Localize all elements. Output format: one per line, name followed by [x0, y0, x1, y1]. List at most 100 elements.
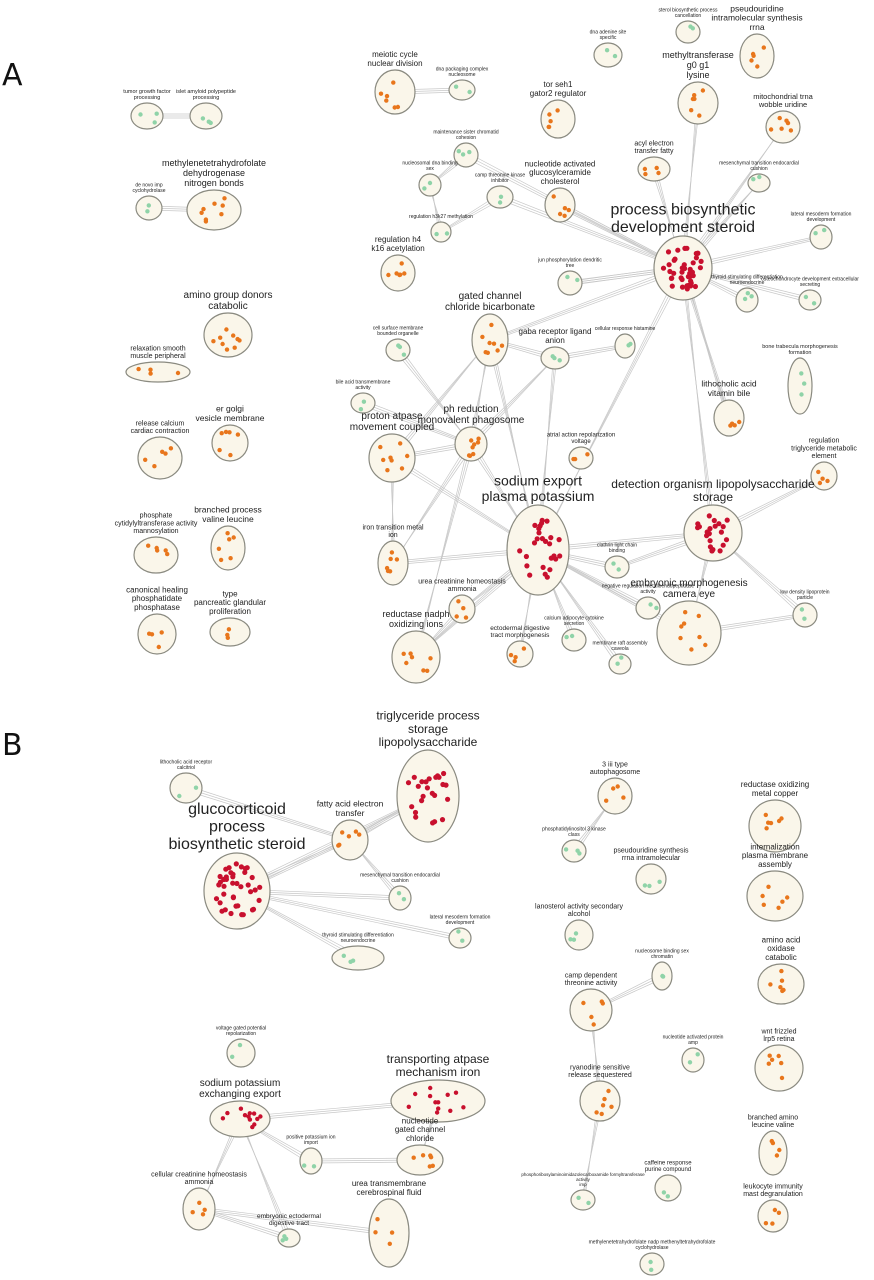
gene-node [430, 1163, 435, 1169]
cluster: lateral mesoderm formation development [791, 212, 852, 250]
gene-node [239, 912, 245, 918]
gene-node [463, 615, 469, 620]
gene-node [200, 116, 206, 121]
gene-node [675, 247, 681, 253]
gene-node [767, 1053, 772, 1058]
cluster-ellipse [635, 596, 661, 620]
gene-node [392, 105, 397, 110]
gene-node [660, 265, 667, 271]
gene-node [381, 457, 386, 463]
gene-node [476, 436, 481, 441]
gene-node [444, 231, 450, 236]
gene-node [642, 166, 648, 172]
gene-node [235, 432, 241, 437]
gene-node [146, 203, 151, 208]
gene-node [357, 832, 362, 837]
gene-node [401, 352, 407, 357]
edge [185, 787, 351, 841]
cluster: tumor growth factor processing [123, 89, 171, 130]
cluster-label: lanosterol activity secondary alcohol [535, 903, 623, 918]
cluster-label: cell surface membrane bounded organelle [373, 326, 424, 338]
gene-node [225, 531, 230, 536]
cluster-layer: tumor growth factor processing islet amylo… [115, 3, 859, 1276]
gene-node [470, 445, 475, 450]
cluster-label: detection organism lipopolysaccharide sto… [611, 477, 815, 504]
gene-node [755, 64, 760, 69]
gene-node [412, 809, 419, 816]
gene-node [761, 902, 766, 907]
gene-node [454, 614, 459, 619]
cluster-label: process biosynthetic development steroid [611, 201, 756, 236]
cluster: relaxation smooth muscle peripheral [125, 345, 191, 383]
gene-node [660, 973, 665, 979]
gene-node [557, 358, 562, 363]
gene-node [413, 1091, 418, 1097]
cluster-ellipse [757, 963, 805, 1005]
gene-node [413, 814, 419, 820]
cluster-ellipse [209, 1100, 271, 1138]
cluster-label: internalization plasma membrane assembly [742, 842, 809, 869]
cluster-ellipse [133, 536, 179, 574]
cluster-label: osteochondrocyte development extracellul… [761, 277, 859, 289]
cluster-ellipse [137, 613, 177, 655]
edge [489, 267, 684, 341]
gene-node [692, 283, 699, 290]
cluster: phosphoribosylaminoimidazolecarboxamide … [521, 1172, 645, 1211]
gene-node [817, 480, 823, 486]
cluster: methyltransferase g0 g1 lysine [662, 50, 734, 125]
cluster-label: membrane raft assembly caveola [592, 641, 648, 653]
gene-node [384, 98, 389, 103]
cluster: fatty acid electron transfer [317, 799, 384, 861]
gene-node [424, 785, 430, 791]
cluster-ellipse [765, 110, 801, 144]
cluster-label: phosphate cytidylyltransferase activity ma… [115, 513, 198, 535]
cluster: proton atpase movement coupled [350, 411, 434, 483]
cluster-label: bone trabecula morphogenesis formation [762, 344, 838, 356]
gene-node [706, 513, 712, 519]
gene-node [487, 340, 492, 346]
gene-node [689, 108, 694, 113]
gene-node [348, 959, 353, 964]
cluster: bile acid transmembrane activity [336, 380, 391, 414]
gene-node [426, 776, 432, 782]
gene-node [524, 563, 530, 569]
gene-node [717, 548, 723, 554]
cluster-label: regulation h4 k16 acetylation [371, 235, 424, 253]
cluster-label: atrial action repolarization voltage [547, 432, 615, 445]
gene-node [621, 795, 626, 800]
gene-node [569, 633, 575, 639]
gene-node [609, 1104, 614, 1110]
cluster: maintenance sister chromatid cohesion [433, 130, 499, 168]
cluster: glucocorticoid process biosynthetic steroi… [169, 801, 305, 930]
gene-node [373, 1230, 378, 1235]
gene-node [221, 891, 227, 897]
gene-node [575, 277, 580, 283]
cluster-ellipse [544, 187, 576, 223]
cluster-ellipse [792, 602, 818, 628]
gene-node [384, 93, 390, 99]
cluster-ellipse [798, 289, 822, 311]
cluster-label: sodium potassium exchanging export [199, 1078, 281, 1100]
gene-node [242, 865, 248, 872]
gene-node [563, 847, 569, 852]
gene-node [257, 884, 263, 890]
cluster-ellipse [331, 819, 369, 861]
gene-node [513, 655, 518, 660]
gene-node [566, 207, 571, 213]
gene-node [152, 120, 157, 125]
cluster: methylenetetrahydrofolate dehydrogenase ni… [162, 158, 266, 231]
gene-node [700, 88, 706, 93]
gene-node [591, 1022, 596, 1027]
cluster-label: er golgi vesicle membrane [196, 404, 265, 423]
cluster-ellipse [226, 1038, 256, 1068]
gene-node [378, 91, 384, 96]
cluster-ellipse [385, 338, 411, 362]
gene-node [227, 430, 232, 435]
gene-node [707, 538, 713, 544]
cluster-ellipse [182, 1187, 216, 1231]
gene-node [779, 126, 784, 131]
cluster-ellipse [561, 839, 587, 863]
gene-node [776, 818, 782, 824]
cluster-label: negative regulation metalloendopeptidase… [602, 584, 695, 596]
gene-node [757, 174, 762, 180]
